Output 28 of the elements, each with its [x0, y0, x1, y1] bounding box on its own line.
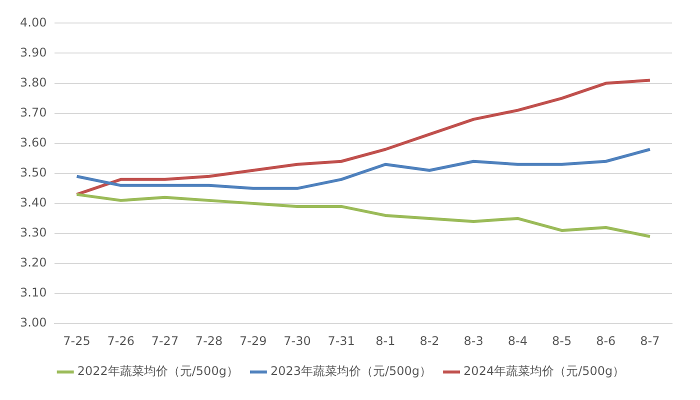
x-tick-label: 8-7 [640, 334, 660, 348]
x-tick-label: 8-4 [508, 334, 528, 348]
y-tick-label: 3.20 [20, 256, 47, 270]
x-tick-label: 7-30 [284, 334, 311, 348]
x-tick-label: 7-28 [195, 334, 223, 348]
y-tick-label: 3.90 [20, 45, 47, 60]
y-tick-label: 3.80 [20, 75, 47, 90]
x-tick-label: 7-25 [63, 334, 90, 348]
y-tick-label: 3.70 [20, 105, 47, 120]
x-tick-label: 7-29 [240, 334, 267, 348]
x-tick-label: 8-5 [552, 334, 572, 348]
x-tick-label: 7-26 [107, 334, 134, 348]
x-tick-label: 7-31 [328, 334, 355, 348]
y-tick-label: 3.10 [20, 286, 47, 300]
legend-label: 2022年蔬菜均价（元/500g） [77, 364, 238, 378]
x-tick-label: 7-27 [151, 334, 179, 348]
y-tick-label: 3.50 [20, 166, 47, 180]
y-tick-label: 3.40 [20, 196, 47, 210]
x-tick-label: 8-1 [376, 334, 396, 348]
y-tick-label: 3.60 [20, 135, 47, 150]
y-tick-label: 3.30 [20, 226, 47, 240]
x-tick-label: 8-2 [420, 334, 440, 348]
y-tick-label: 3.00 [20, 316, 47, 330]
legend-label: 2024年蔬菜均价（元/500g） [464, 364, 625, 378]
x-tick-label: 8-6 [596, 334, 616, 348]
legend-label: 2023年蔬菜均价（元/500g） [270, 364, 432, 378]
y-tick-label: 4.00 [20, 15, 47, 30]
x-tick-label: 8-3 [464, 334, 484, 348]
